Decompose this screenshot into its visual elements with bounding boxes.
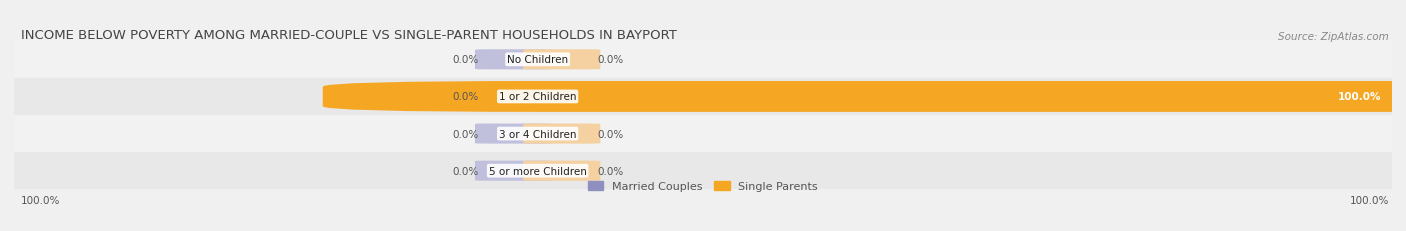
FancyBboxPatch shape (523, 50, 600, 70)
FancyBboxPatch shape (475, 87, 553, 107)
Text: 100.0%: 100.0% (21, 195, 60, 205)
FancyBboxPatch shape (475, 124, 553, 144)
Text: 100.0%: 100.0% (1350, 195, 1389, 205)
Text: 0.0%: 0.0% (598, 129, 623, 139)
Text: 0.0%: 0.0% (453, 55, 478, 65)
Text: 0.0%: 0.0% (453, 92, 478, 102)
Text: 0.0%: 0.0% (598, 55, 623, 65)
Text: 0.0%: 0.0% (598, 166, 623, 176)
Text: 1 or 2 Children: 1 or 2 Children (499, 92, 576, 102)
Text: 3 or 4 Children: 3 or 4 Children (499, 129, 576, 139)
Text: 0.0%: 0.0% (453, 166, 478, 176)
Text: 0.0%: 0.0% (453, 129, 478, 139)
FancyBboxPatch shape (523, 161, 600, 181)
Text: 5 or more Children: 5 or more Children (489, 166, 586, 176)
Text: INCOME BELOW POVERTY AMONG MARRIED-COUPLE VS SINGLE-PARENT HOUSEHOLDS IN BAYPORT: INCOME BELOW POVERTY AMONG MARRIED-COUPL… (21, 29, 676, 42)
FancyBboxPatch shape (323, 82, 1406, 112)
Text: 100.0%: 100.0% (1337, 92, 1381, 102)
Legend: Married Couples, Single Parents: Married Couples, Single Parents (583, 176, 823, 196)
FancyBboxPatch shape (14, 42, 1392, 79)
FancyBboxPatch shape (523, 124, 600, 144)
Text: No Children: No Children (508, 55, 568, 65)
FancyBboxPatch shape (14, 79, 1392, 116)
FancyBboxPatch shape (14, 116, 1392, 152)
Text: Source: ZipAtlas.com: Source: ZipAtlas.com (1278, 32, 1389, 42)
FancyBboxPatch shape (14, 152, 1392, 189)
FancyBboxPatch shape (475, 161, 553, 181)
FancyBboxPatch shape (475, 50, 553, 70)
